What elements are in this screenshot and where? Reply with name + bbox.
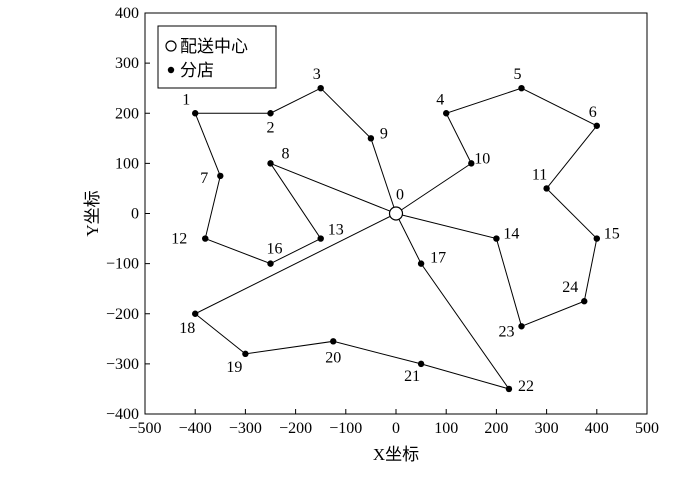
store-marker-21 xyxy=(417,360,425,368)
point-label-15: 15 xyxy=(604,226,620,243)
point-label-10: 10 xyxy=(474,150,490,167)
store-marker-6 xyxy=(593,122,600,129)
point-label-9: 9 xyxy=(380,125,388,142)
x-tick-label: 0 xyxy=(392,420,400,437)
point-label-5: 5 xyxy=(514,66,522,83)
x-axis-ticks: −500 −400 −300 −200 −100 0 100 200 300 400 500 xyxy=(128,409,659,437)
store-marker-12 xyxy=(202,235,209,242)
y-tick-label: 200 xyxy=(115,105,139,122)
x-tick-label: 200 xyxy=(484,420,508,437)
point-label-19: 19 xyxy=(226,359,242,376)
y-tick-label: −200 xyxy=(106,306,139,323)
store-marker-24 xyxy=(581,298,588,305)
point-label-18: 18 xyxy=(179,320,195,337)
store-marker-14 xyxy=(493,235,500,242)
store-marker-20 xyxy=(330,338,337,345)
point-label-12: 12 xyxy=(171,231,187,248)
legend-store-label: 分店 xyxy=(180,61,214,80)
store-marker-9 xyxy=(367,135,375,142)
route-1 xyxy=(194,87,397,265)
y-tick-label: −300 xyxy=(106,356,139,373)
x-tick-label: −200 xyxy=(279,420,312,437)
x-tick-label: −100 xyxy=(329,420,362,437)
y-tick-label: 100 xyxy=(115,155,139,172)
point-label-24: 24 xyxy=(562,279,578,296)
store-marker-3 xyxy=(317,84,324,92)
point-label-14: 14 xyxy=(503,226,519,243)
y-tick-label: 0 xyxy=(131,206,139,223)
point-label-8: 8 xyxy=(282,145,290,162)
store-marker-18 xyxy=(192,310,199,317)
point-label-20: 20 xyxy=(325,349,341,366)
store-marker-2 xyxy=(267,110,274,117)
point-label-21: 21 xyxy=(404,368,420,385)
store-marker-4 xyxy=(443,110,450,117)
y-tick-label: −100 xyxy=(106,256,139,273)
point-label-23: 23 xyxy=(499,323,515,340)
legend-store-marker xyxy=(167,66,175,74)
store-marker-19 xyxy=(242,350,249,358)
x-axis-title: X坐标 xyxy=(373,445,419,464)
store-marker-5 xyxy=(518,84,525,92)
y-axis-ticks: −400 −300 −200 −100 0 100 200 300 400 xyxy=(106,5,150,423)
store-marker-16 xyxy=(267,260,274,267)
route-3 xyxy=(194,213,511,390)
store-marker-7 xyxy=(217,172,224,180)
x-tick-label: −500 xyxy=(128,420,161,437)
store-marker-8 xyxy=(267,160,274,167)
store-marker-1 xyxy=(192,110,199,117)
point-label-11: 11 xyxy=(532,166,547,183)
y-axis-title: Y坐标 xyxy=(83,190,102,236)
y-tick-label: 300 xyxy=(115,55,139,72)
point-label-22: 22 xyxy=(518,378,534,395)
x-tick-label: −400 xyxy=(179,420,212,437)
point-label-7: 7 xyxy=(200,170,208,187)
point-label-6: 6 xyxy=(589,104,597,121)
x-tick-label: 500 xyxy=(635,420,659,437)
point-label-0: 0 xyxy=(396,187,404,204)
x-tick-label: −300 xyxy=(229,420,262,437)
store-marker-17 xyxy=(417,260,425,267)
legend-depot-label: 配送中心 xyxy=(180,37,248,56)
legend-box xyxy=(157,25,277,89)
store-marker-22 xyxy=(505,385,513,393)
point-label-2: 2 xyxy=(267,119,275,136)
point-label-3: 3 xyxy=(313,66,321,83)
store-marker-10 xyxy=(468,160,475,167)
axes: −500 −400 −300 −200 −100 0 100 200 300 400 500 −40… xyxy=(83,5,659,464)
store-marker-13 xyxy=(317,235,324,242)
point-label-13: 13 xyxy=(328,222,344,239)
store-marker-11 xyxy=(543,185,550,192)
point-label-17: 17 xyxy=(430,250,446,267)
point-label-1: 1 xyxy=(182,91,190,108)
legend-depot-marker xyxy=(165,40,177,52)
x-tick-label: 100 xyxy=(434,420,458,437)
x-tick-label: 300 xyxy=(535,420,559,437)
store-marker-23 xyxy=(518,323,525,330)
depot-marker xyxy=(388,206,404,221)
y-tick-label: 400 xyxy=(115,5,139,22)
store-marker-15 xyxy=(593,235,600,242)
point-label-4: 4 xyxy=(436,91,444,108)
point-label-16: 16 xyxy=(267,241,283,258)
y-tick-label: −400 xyxy=(106,406,139,423)
legend: 配送中心 分店 xyxy=(157,25,277,89)
x-tick-label: 400 xyxy=(585,420,609,437)
routes-layer xyxy=(194,87,598,390)
